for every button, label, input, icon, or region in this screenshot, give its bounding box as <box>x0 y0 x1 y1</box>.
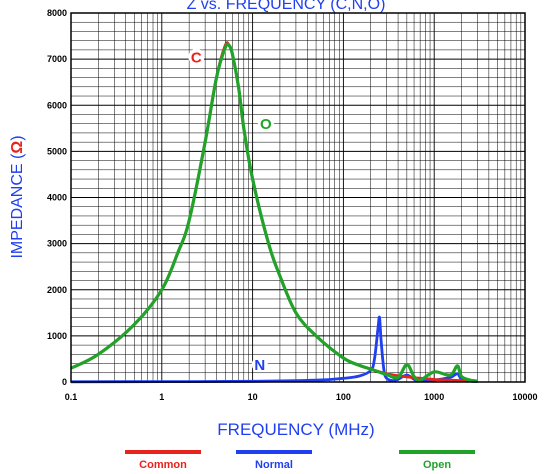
legend-label-normal: Normal <box>255 459 293 471</box>
grid <box>70 12 525 383</box>
x-tick-label: 1000 <box>424 392 444 402</box>
y-tick-label: 8000 <box>47 8 67 18</box>
x-tick-label: 0.1 <box>65 392 78 402</box>
x-tick-label: 10 <box>248 392 258 402</box>
curves <box>70 41 478 384</box>
series-markers: C N O <box>188 48 274 374</box>
y-tick-label: 0 <box>62 377 67 387</box>
x-tick-labels: 0.1 1 10 100 1000 10000 <box>65 392 538 402</box>
legend-label-open: Open <box>423 459 451 471</box>
marker-backdrop <box>257 115 274 132</box>
series-marker-normal: N <box>254 357 265 374</box>
y-tick-label: 1000 <box>47 331 67 341</box>
y-tick-label: 7000 <box>47 54 67 64</box>
plot-frame <box>70 12 526 383</box>
y-tick-label: 5000 <box>47 146 67 156</box>
y-tick-label: 2000 <box>47 285 67 295</box>
x-tick-label: 100 <box>336 392 351 402</box>
y-tick-label: 6000 <box>47 100 67 110</box>
y-tick-label: 4000 <box>47 193 67 203</box>
ohm-symbol: Ω <box>9 141 26 154</box>
y-tick-labels: 0 1000 2000 3000 4000 5000 6000 7000 8000 <box>47 8 67 387</box>
y-axis-label: IMPEDANCE (Ω) <box>9 135 26 258</box>
x-tick-label: 1 <box>159 392 164 402</box>
series-marker-common: C <box>191 49 202 66</box>
marker-backdrop <box>251 356 268 373</box>
x-tick-label: 10000 <box>512 392 537 402</box>
marker-backdrop <box>188 48 205 65</box>
series-marker-open: O <box>260 116 272 133</box>
series-line-open <box>70 42 478 383</box>
legend: Common Normal Open <box>125 450 475 471</box>
y-tick-label: 3000 <box>47 239 67 249</box>
chart-title: Z vs. FREQUENCY (C,N,O) <box>187 0 386 13</box>
series-line-common <box>70 41 478 383</box>
legend-label-common: Common <box>139 459 187 471</box>
x-axis-label: FREQUENCY (MHz) <box>217 420 374 439</box>
